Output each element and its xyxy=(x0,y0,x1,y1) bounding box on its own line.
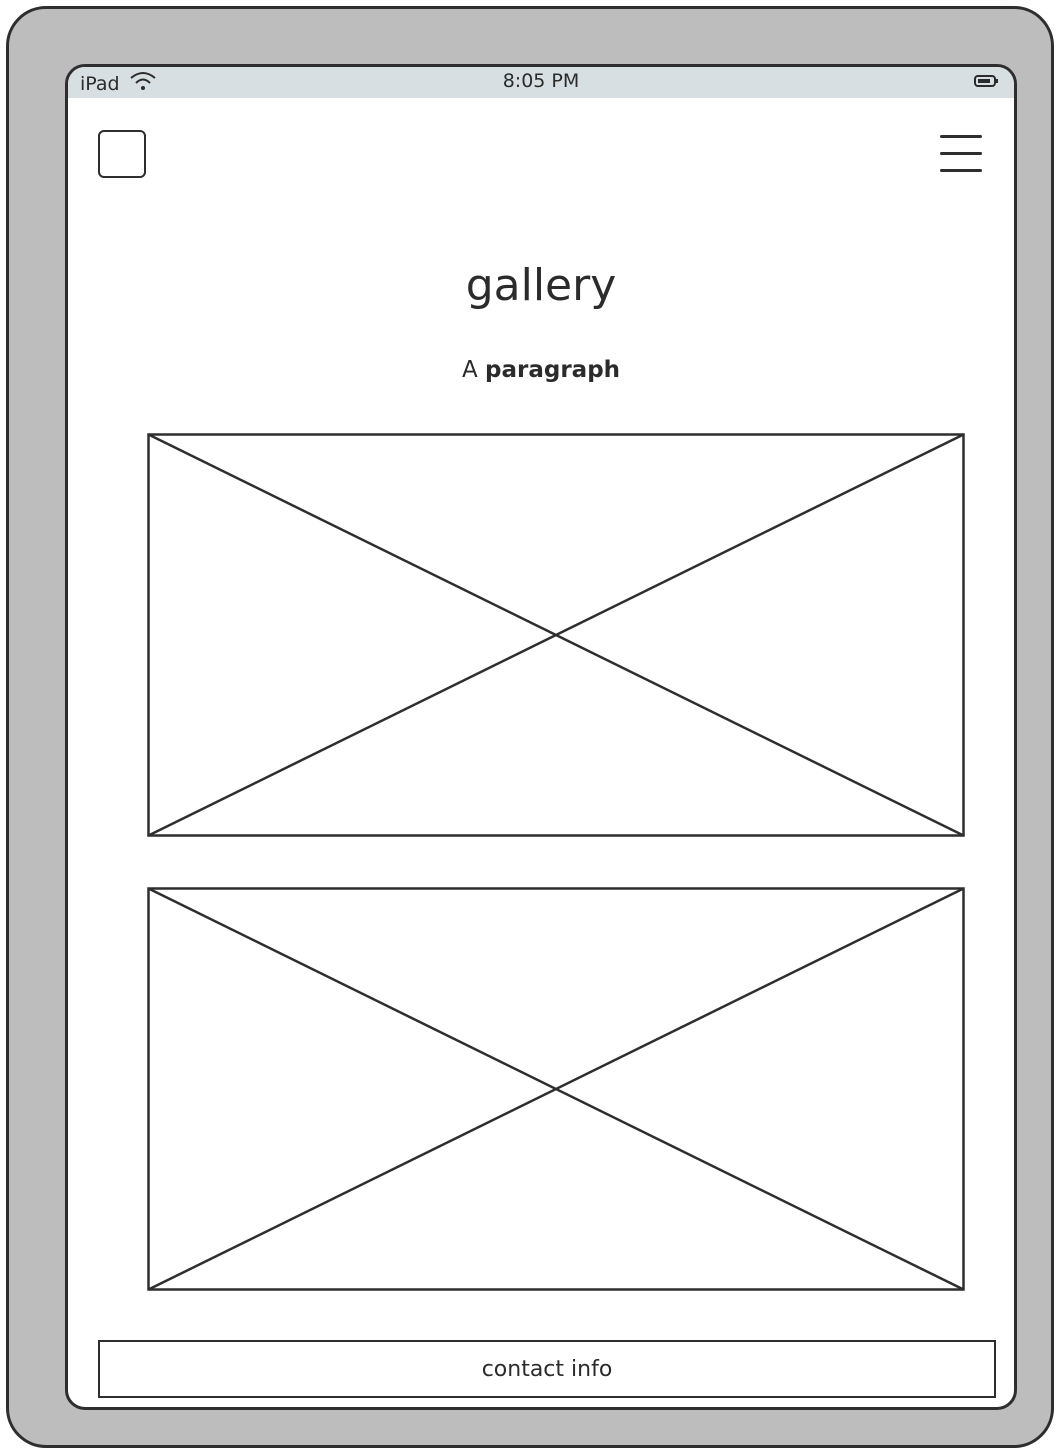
wifi-icon xyxy=(128,70,158,97)
paragraph-bold-text: paragraph xyxy=(485,357,621,383)
status-bar: iPad 8:05 PM xyxy=(68,67,1014,98)
gallery-image-1[interactable] xyxy=(147,433,965,837)
battery-icon xyxy=(974,75,998,87)
status-left: iPad xyxy=(80,70,158,97)
page-title: gallery xyxy=(465,260,617,311)
hamburger-menu-icon[interactable] xyxy=(940,135,982,173)
screen: iPad 8:05 PM gallery A paragraph xyxy=(65,64,1017,1410)
footer-label: contact info xyxy=(481,1356,613,1382)
contact-info-footer[interactable]: contact info xyxy=(98,1340,996,1398)
paragraph-prefix: A xyxy=(461,357,478,383)
device-name: iPad xyxy=(80,72,120,95)
gallery-image-2[interactable] xyxy=(147,887,965,1291)
logo-placeholder-icon[interactable] xyxy=(98,130,146,178)
ipad-frame: iPad 8:05 PM gallery A paragraph xyxy=(6,6,1054,1448)
intro-paragraph: A paragraph xyxy=(68,357,1014,383)
status-time: 8:05 PM xyxy=(502,70,580,92)
